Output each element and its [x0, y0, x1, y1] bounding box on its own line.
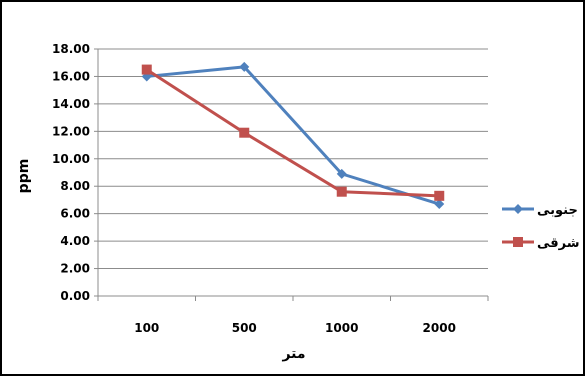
series-1: [141, 61, 445, 210]
gridlines: [98, 48, 488, 270]
data-point: [434, 199, 445, 210]
legend-item: جنوبی: [502, 203, 578, 218]
data-point: [434, 190, 445, 201]
y-axis-title: ppm: [16, 159, 32, 194]
data-point: [239, 61, 250, 72]
series: [141, 61, 445, 210]
legend: جنوبی شرقی: [502, 203, 580, 251]
legend-label: جنوبی: [537, 203, 578, 218]
data-point: [336, 186, 347, 197]
y-tick-label: 0.00: [60, 289, 90, 303]
y-tick-label: 12.00: [52, 124, 90, 138]
legend-item: شرقی: [502, 236, 580, 251]
series-2: [141, 64, 445, 201]
y-tick-label: 4.00: [60, 234, 90, 248]
y-tick-labels: 0.00 2.00 4.00 6.00 8.00 10.00 12.00 14.00 16.00…: [52, 42, 90, 303]
y-tick-label: 6.00: [60, 207, 90, 221]
y-tick-label: 16.00: [52, 69, 90, 83]
x-tick-label: 1000: [325, 321, 358, 335]
legend-swatch-marker: [513, 204, 523, 214]
legend-swatch-marker: [513, 237, 523, 247]
data-point: [239, 127, 250, 138]
legend-label: شرقی: [537, 236, 580, 251]
y-tick-label: 14.00: [52, 97, 90, 111]
data-point: [336, 168, 347, 179]
x-tick-label: 2000: [423, 321, 456, 335]
series-line: [146, 65, 440, 206]
y-tick-label: 2.00: [60, 262, 90, 276]
series-line: [145, 68, 440, 198]
x-tick-labels: 100 500 1000 2000: [134, 321, 456, 335]
y-tick-label: 10.00: [52, 152, 90, 166]
axes: [94, 48, 489, 301]
line-chart: 0.00 2.00 4.00 6.00 8.00 10.00 12.00 14.00 16.00…: [16, 42, 580, 362]
y-tick-label: 8.00: [60, 179, 90, 193]
x-axis-title: متر: [281, 346, 305, 362]
x-tick-label: 100: [134, 321, 159, 335]
data-point: [141, 64, 152, 75]
x-tick-label: 500: [232, 321, 257, 335]
y-tick-label: 18.00: [52, 42, 90, 56]
